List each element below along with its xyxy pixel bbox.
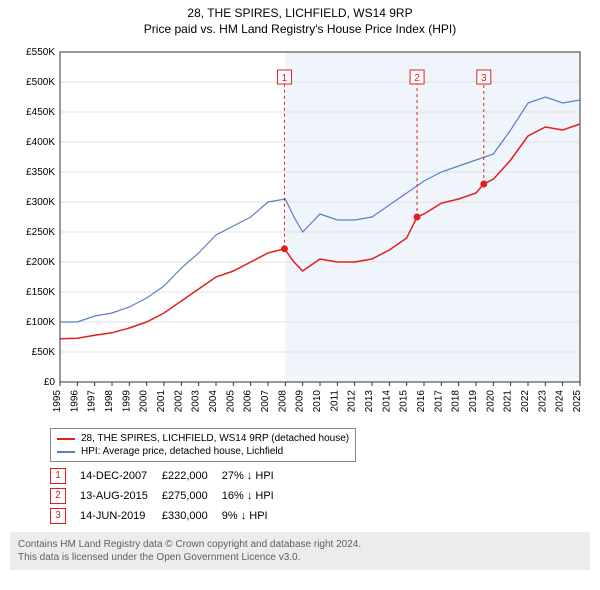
marker-row: 3 14-JUN-2019£330,0009% ↓ HPI [50, 506, 288, 526]
svg-text:2001: 2001 [156, 390, 167, 413]
chart-area: £0 £50K £100K £150K £200K £250K £300K £350K £400… [10, 42, 590, 422]
marker-date: 13-AUG-2015 [80, 486, 162, 506]
svg-text:£400K: £400K [26, 137, 55, 148]
svg-text:2016: 2016 [416, 390, 427, 413]
svg-text:2006: 2006 [243, 390, 254, 413]
svg-text:£0: £0 [44, 377, 56, 388]
legend-row: HPI: Average price, detached house, Lich… [57, 445, 349, 458]
svg-text:2019: 2019 [468, 390, 479, 413]
legend-label: HPI: Average price, detached house, Lich… [81, 446, 283, 457]
svg-text:£550K: £550K [26, 47, 55, 58]
marker-num-box: 1 [50, 468, 66, 484]
svg-text:2022: 2022 [520, 390, 531, 413]
svg-text:1998: 1998 [104, 390, 115, 413]
svg-text:1: 1 [282, 73, 288, 84]
svg-text:£250K: £250K [26, 227, 55, 238]
svg-text:£300K: £300K [26, 197, 55, 208]
svg-text:1997: 1997 [87, 390, 98, 413]
svg-text:1996: 1996 [69, 390, 80, 413]
svg-text:2014: 2014 [381, 390, 392, 413]
marker-date: 14-JUN-2019 [80, 506, 162, 526]
svg-text:£500K: £500K [26, 77, 55, 88]
svg-text:2011: 2011 [329, 390, 340, 412]
footer-line2: This data is licensed under the Open Gov… [18, 551, 582, 564]
svg-text:3: 3 [481, 73, 487, 84]
svg-text:2009: 2009 [295, 390, 306, 413]
legend-box: 28, THE SPIRES, LICHFIELD, WS14 9RP (det… [50, 428, 356, 462]
svg-text:£100K: £100K [26, 317, 55, 328]
chart-svg: £0 £50K £100K £150K £200K £250K £300K £350K £400… [10, 42, 590, 422]
marker-delta: 27% ↓ HPI [222, 466, 288, 486]
svg-text:2005: 2005 [225, 390, 236, 413]
svg-text:£150K: £150K [26, 287, 55, 298]
marker-price: £275,000 [162, 486, 222, 506]
svg-text:£200K: £200K [26, 257, 55, 268]
svg-text:2015: 2015 [399, 390, 410, 413]
footer-note: Contains HM Land Registry data © Crown c… [10, 532, 590, 570]
legend-label: 28, THE SPIRES, LICHFIELD, WS14 9RP (det… [81, 433, 349, 444]
svg-text:2020: 2020 [485, 390, 496, 413]
chart-subtitle: Price paid vs. HM Land Registry's House … [10, 22, 590, 36]
marker-date: 14-DEC-2007 [80, 466, 162, 486]
marker-table: 1 14-DEC-2007£222,00027% ↓ HPI 2 13-AUG-201… [50, 466, 288, 526]
marker-delta: 9% ↓ HPI [222, 506, 288, 526]
svg-text:2007: 2007 [260, 390, 271, 413]
legend-swatch [57, 438, 75, 440]
marker-delta: 16% ↓ HPI [222, 486, 288, 506]
svg-text:2024: 2024 [555, 390, 566, 413]
svg-text:2008: 2008 [277, 390, 288, 413]
footer-line1: Contains HM Land Registry data © Crown c… [18, 538, 582, 551]
svg-text:2023: 2023 [537, 390, 548, 413]
marker-num-box: 3 [50, 508, 66, 524]
svg-text:2010: 2010 [312, 390, 323, 413]
legend-swatch [57, 451, 75, 453]
svg-text:2: 2 [414, 73, 420, 84]
svg-text:1995: 1995 [52, 390, 63, 413]
svg-text:2002: 2002 [173, 390, 184, 413]
marker-row: 2 13-AUG-2015£275,00016% ↓ HPI [50, 486, 288, 506]
chart-title: 28, THE SPIRES, LICHFIELD, WS14 9RP [10, 6, 590, 20]
marker-num-box: 2 [50, 488, 66, 504]
svg-text:2025: 2025 [572, 390, 583, 413]
marker-price: £330,000 [162, 506, 222, 526]
svg-text:1999: 1999 [121, 390, 132, 413]
svg-text:2013: 2013 [364, 390, 375, 413]
svg-text:2000: 2000 [139, 390, 150, 413]
svg-text:£450K: £450K [26, 107, 55, 118]
svg-text:2021: 2021 [503, 390, 514, 413]
svg-text:2012: 2012 [347, 390, 358, 413]
svg-text:£350K: £350K [26, 167, 55, 178]
svg-text:2018: 2018 [451, 390, 462, 413]
legend-row: 28, THE SPIRES, LICHFIELD, WS14 9RP (det… [57, 432, 349, 445]
svg-text:2017: 2017 [433, 390, 444, 413]
svg-text:2004: 2004 [208, 390, 219, 413]
marker-price: £222,000 [162, 466, 222, 486]
svg-text:2003: 2003 [191, 390, 202, 413]
marker-row: 1 14-DEC-2007£222,00027% ↓ HPI [50, 466, 288, 486]
svg-text:£50K: £50K [32, 347, 56, 358]
chart-container: 28, THE SPIRES, LICHFIELD, WS14 9RP Pric… [0, 0, 600, 590]
